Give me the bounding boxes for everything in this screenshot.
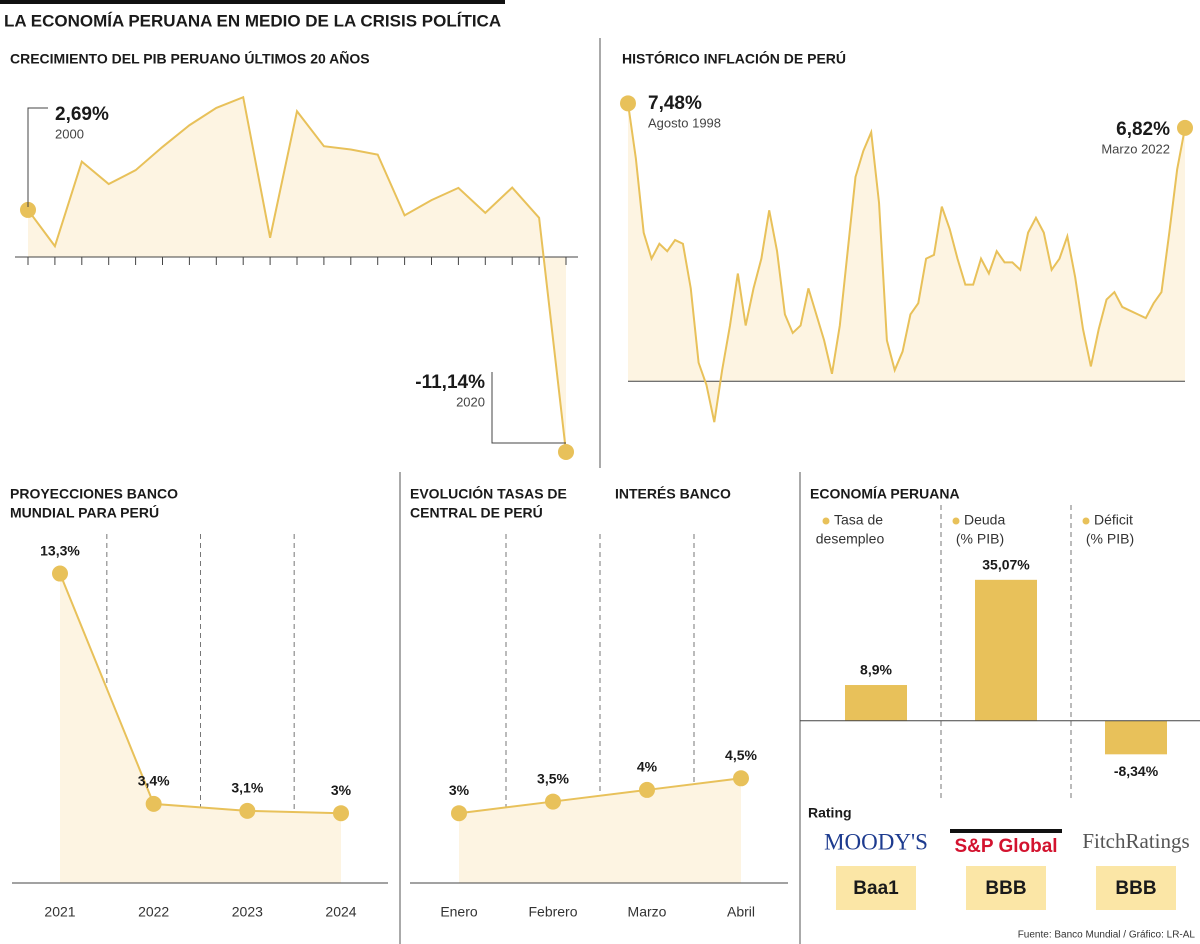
point xyxy=(20,201,36,218)
rating-box xyxy=(1096,866,1176,910)
x-tick-label: Enero xyxy=(440,904,478,920)
bar xyxy=(845,685,907,721)
rating-box xyxy=(966,866,1046,910)
x-tick-label: 2022 xyxy=(138,904,169,920)
category-label: (% PIB) xyxy=(1086,531,1134,547)
rating-grade: BBB xyxy=(985,878,1026,899)
rating-title: Rating xyxy=(808,805,852,821)
value-label: -11,14% xyxy=(415,372,485,393)
value-label: 3,1% xyxy=(231,780,263,796)
source: Fuente: Banco Mundial / Gráfico: LR-AL xyxy=(1018,930,1196,941)
value-label: -8,34% xyxy=(1114,763,1159,779)
category-label: desempleo xyxy=(816,531,885,547)
point xyxy=(1177,119,1193,136)
title-bar xyxy=(0,0,505,4)
point xyxy=(620,95,636,112)
bar xyxy=(1105,720,1167,755)
point xyxy=(733,770,749,787)
sp-logo-bar xyxy=(950,829,1062,833)
area-fill xyxy=(28,97,566,452)
date-label: 2020 xyxy=(456,394,485,409)
chart-title: INTERÉS BANCO xyxy=(615,486,731,502)
point xyxy=(145,795,162,812)
chart-title: MUNDIAL PARA PERÚ xyxy=(10,504,159,521)
bar xyxy=(975,579,1037,721)
legend-bullet xyxy=(822,517,830,525)
point xyxy=(639,781,655,798)
category-label: Deuda xyxy=(964,512,1005,528)
value-label: 3,4% xyxy=(138,773,170,789)
legend-bullet xyxy=(952,517,960,525)
chart-title: HISTÓRICO INFLACIÓN DE PERÚ xyxy=(622,50,846,67)
point xyxy=(239,802,256,819)
date-label: 2000 xyxy=(55,126,84,141)
line xyxy=(627,103,1186,423)
x-tick-label: Marzo xyxy=(628,904,667,920)
chart-title: ECONOMÍA PERUANA xyxy=(810,486,960,502)
point xyxy=(451,805,467,822)
x-tick-label: 2023 xyxy=(232,904,263,920)
value-label: 8,9% xyxy=(860,662,892,678)
chart-title: CRECIMIENTO DEL PIB PERUANO ÚLTIMOS 20 A… xyxy=(10,50,370,67)
agency-logo: FitchRatings xyxy=(1082,829,1189,853)
agency-logo: MOODY'S xyxy=(824,829,928,854)
area-fill xyxy=(628,103,1185,423)
value-label: 3% xyxy=(331,782,352,798)
x-tick-label: 2024 xyxy=(325,904,356,920)
leader-line xyxy=(27,107,48,207)
value-label: 2,69% xyxy=(55,104,109,125)
value-label: 3% xyxy=(449,782,470,798)
date-label: Marzo 2022 xyxy=(1101,141,1170,156)
point xyxy=(545,793,561,810)
date-label: Agosto 1998 xyxy=(648,115,721,130)
line xyxy=(27,95,567,453)
x-tick-label: 2021 xyxy=(44,904,75,920)
value-label: 4,5% xyxy=(725,747,757,763)
category-label: Déficit xyxy=(1094,512,1133,528)
point xyxy=(333,805,349,822)
point xyxy=(558,443,574,460)
agency-logo: S&P Global xyxy=(954,836,1057,857)
x-tick-label: Febrero xyxy=(528,904,577,920)
main-title: LA ECONOMÍA PERUANA EN MEDIO DE LA CRISI… xyxy=(4,11,501,30)
rating-grade: Baa1 xyxy=(853,878,899,899)
legend-bullet xyxy=(1082,517,1090,525)
line xyxy=(458,777,742,815)
rating-box xyxy=(836,866,916,910)
point xyxy=(52,565,68,582)
leader-line xyxy=(491,372,566,444)
chart-title: PROYECCIONES BANCO xyxy=(10,486,178,502)
area-fill xyxy=(60,573,341,883)
value-label: 13,3% xyxy=(40,542,80,558)
area-fill xyxy=(459,778,741,883)
line xyxy=(59,573,342,815)
category-label: (% PIB) xyxy=(956,531,1004,547)
value-label: 7,48% xyxy=(648,93,702,114)
rating-grade: BBB xyxy=(1115,878,1156,899)
value-label: 6,82% xyxy=(1116,119,1170,140)
value-label: 35,07% xyxy=(982,557,1030,573)
value-label: 4% xyxy=(637,759,658,775)
category-label: Tasa de xyxy=(834,512,883,528)
x-tick-label: Abril xyxy=(727,904,755,920)
chart-title: CENTRAL DE PERÚ xyxy=(410,504,543,521)
value-label: 3,5% xyxy=(537,770,569,786)
chart-title: EVOLUCIÓN TASAS DE xyxy=(410,485,567,502)
